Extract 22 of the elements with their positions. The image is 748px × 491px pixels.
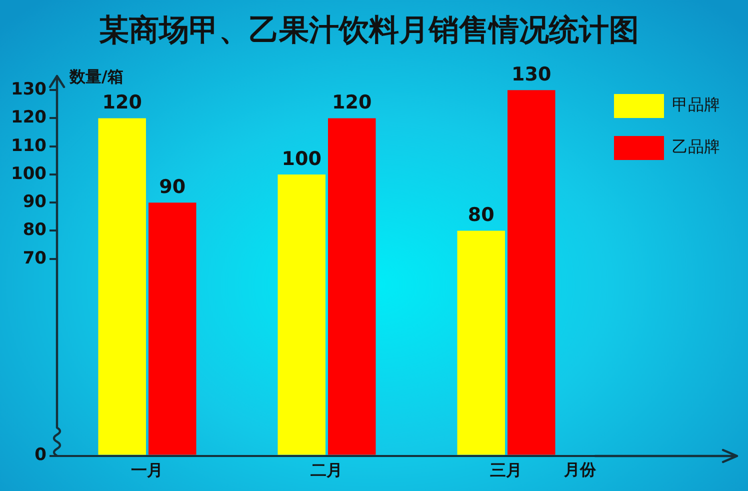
x-tick-label: 二月: [310, 460, 343, 480]
data-label: 80: [468, 204, 494, 226]
y-tick-label: 100: [10, 164, 47, 184]
data-label: 130: [512, 64, 552, 86]
y-tick-label: 70: [22, 248, 47, 268]
x-tick-label: 一月: [131, 460, 164, 480]
legend-label: 甲品牌: [672, 95, 720, 114]
y-tick-label: 90: [22, 192, 47, 212]
y-tick-label: 110: [10, 136, 47, 156]
x-axis-title: 月份: [563, 460, 597, 479]
legend-label: 乙品牌: [672, 137, 720, 156]
data-label: 120: [102, 92, 142, 114]
y-tick-label: 80: [22, 220, 47, 240]
y-tick-label: 120: [10, 108, 47, 128]
y-axis-title: 数量/箱: [68, 67, 124, 86]
x-tick-label: 三月: [490, 460, 522, 480]
data-label: 100: [282, 148, 322, 170]
y-tick-label: 130: [10, 79, 47, 100]
data-label: 90: [159, 176, 186, 198]
chart-title: 某商场甲、乙果汁饮料月销售情况统计图: [99, 12, 639, 48]
y-tick-label: 0: [34, 445, 47, 466]
data-label: 120: [332, 92, 372, 114]
